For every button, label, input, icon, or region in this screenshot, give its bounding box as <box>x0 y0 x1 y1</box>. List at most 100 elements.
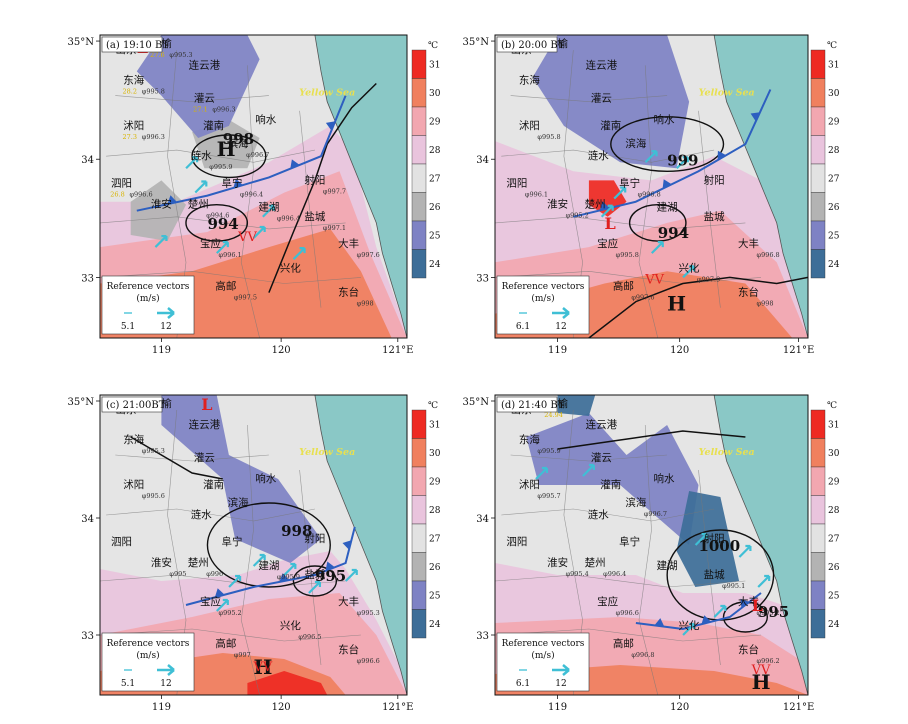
city-label: 高邮 <box>613 280 634 293</box>
front-triangle-icon <box>654 618 665 627</box>
legend-large-value: 12 <box>555 679 566 689</box>
city-label: 建湖 <box>258 559 279 572</box>
city-pressure: φ995.2 <box>566 212 589 220</box>
colorbar-segment <box>411 106 427 136</box>
city-label: 泗阳 <box>506 178 527 190</box>
colorbar-unit: ℃ <box>428 41 438 51</box>
colorbar-tick-label: 25 <box>828 591 840 601</box>
city-pressure: φ995.8 <box>616 251 639 259</box>
colorbar-segment <box>411 495 427 525</box>
colorbar-segment <box>810 438 826 468</box>
colorbar-tick-label: 26 <box>429 563 441 573</box>
colorbar-segment <box>810 249 826 279</box>
city-label: 滨海 <box>228 137 249 150</box>
county-boundary <box>299 469 322 666</box>
colorbar-tick-label: 30 <box>429 89 441 99</box>
panel-frame <box>99 394 408 696</box>
front-triangle-icon <box>342 540 352 550</box>
wind-vector-icon <box>613 186 627 200</box>
county-boundary <box>299 110 322 308</box>
front-triangle-icon <box>233 178 243 188</box>
panel-title-box: (a) 19:10 BT <box>101 36 169 53</box>
high-pressure-mark: H <box>667 292 686 316</box>
sea-label: Yellow Sea <box>299 88 355 99</box>
squall-mark: VV <box>751 663 771 678</box>
county-boundary <box>100 270 361 284</box>
squall-mark: VV <box>644 272 664 287</box>
city-temperature: 28.2 <box>123 87 137 95</box>
front-triangle-icon <box>167 195 177 205</box>
wind-vector-icon <box>252 553 266 567</box>
city-label: 连云港 <box>586 418 618 431</box>
front-triangle-icon <box>599 201 610 211</box>
temperature-band <box>557 395 596 416</box>
city-label: 建湖 <box>258 201 279 214</box>
city-label: 涟水 <box>588 508 609 521</box>
legend-small-value: 5.1 <box>121 679 135 689</box>
city-pressure: φ996.6 <box>357 657 380 665</box>
wind-vector-icon <box>644 150 658 163</box>
city-label: 盐城 <box>704 210 725 223</box>
sea-area <box>314 395 407 695</box>
coastline <box>314 35 407 338</box>
front-triangle-icon <box>325 121 336 131</box>
colorbar-tick-label: 31 <box>828 420 839 430</box>
panel-map-body: 赣榆27.6φ995.3连云港东海28.2φ995.8灌云27.1φ996.3沭… <box>100 35 407 338</box>
city-pressure: φ996.8 <box>631 651 654 659</box>
city-pressure: φ998 <box>357 300 374 308</box>
lat-tick-label: 35°N <box>68 37 95 48</box>
city-pressure: φ995.7 <box>537 492 560 500</box>
colorbar-tick-label: 24 <box>828 260 840 270</box>
city-label: 射阳 <box>704 173 725 186</box>
wind-vector-icon <box>682 265 696 279</box>
cold-front-line <box>136 95 347 212</box>
colorbar-segment <box>810 523 826 553</box>
legend-title: Reference vectors <box>107 639 190 649</box>
colorbar-tick-label: 28 <box>828 506 840 516</box>
reference-vector-legend: Reference vectors(m/s) 6.1 12 <box>496 275 590 335</box>
city-pressure: φ995.9 <box>537 447 560 455</box>
city-label: 响水 <box>255 113 276 126</box>
city-pressure: φ997.7 <box>323 187 346 195</box>
lon-tick-label: 119 <box>152 702 171 713</box>
city-label: 泗阳 <box>111 178 132 190</box>
legend-title: Reference vectors <box>502 639 585 649</box>
city-pressure: φ996.3 <box>142 133 165 141</box>
front-triangle-icon <box>740 598 750 608</box>
legend-small-value: 5.1 <box>121 322 135 332</box>
colorbar-segment <box>810 495 826 525</box>
wind-vector-icon <box>308 580 321 594</box>
city-label: 兴化 <box>280 619 301 632</box>
city-label: 楚州 <box>585 198 606 211</box>
colorbar-segment <box>411 220 427 250</box>
city-pressure: φ995 <box>169 570 186 578</box>
city-pressure: φ995.9 <box>209 163 232 171</box>
city-pressure: φ997.6 <box>631 294 654 302</box>
colorbar-unit: ℃ <box>827 401 837 411</box>
legend-unit: (m/s) <box>531 650 554 661</box>
city-label: 大丰 <box>338 237 359 250</box>
wind-vector-icon <box>185 156 199 170</box>
city-label: 响水 <box>255 472 276 485</box>
city-pressure: φ995.8 <box>142 87 165 95</box>
colorbar-tick-label: 28 <box>429 506 441 516</box>
lat-tick-label: 34 <box>476 514 489 525</box>
trough-line <box>557 430 746 450</box>
legend-large-arrow-icon <box>157 307 175 319</box>
city-label: 东台 <box>338 286 359 299</box>
colorbar-segment <box>411 135 427 165</box>
lon-tick-label: 120 <box>272 345 291 356</box>
city-label: 阜宁 <box>222 535 243 548</box>
colorbar-tick-label: 27 <box>828 534 840 544</box>
lat-tick-label: 34 <box>476 155 489 166</box>
city-pressure: φ996.1 <box>219 251 242 259</box>
squall-mark: VV <box>237 230 257 245</box>
city-label: 东台 <box>738 286 759 299</box>
colorbar-tick-label: 31 <box>828 60 839 70</box>
city-pressure: φ996.3 <box>212 106 235 114</box>
city-pressure: φ996.5 <box>298 633 321 641</box>
county-boundary <box>495 270 762 284</box>
front-triangle-icon <box>662 179 672 189</box>
